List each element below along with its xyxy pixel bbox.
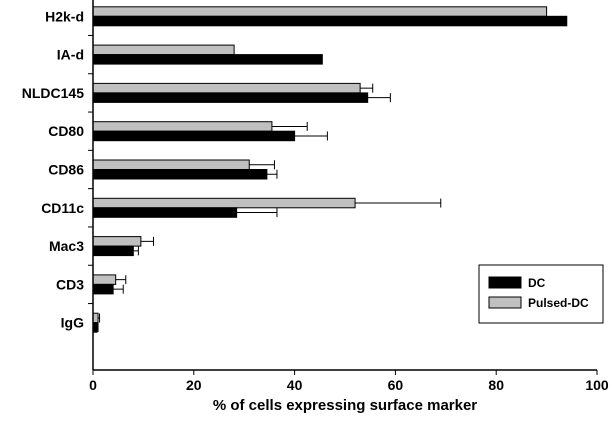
category-label-nldc145: NLDC145 <box>22 85 84 101</box>
bar-pulsed-dc-mac3 <box>92 236 142 247</box>
x-tick-label: 20 <box>186 377 202 393</box>
legend: DC Pulsed-DC <box>478 264 604 324</box>
x-axis-label: % of cells expressing surface marker <box>213 397 477 414</box>
bar-dc-cd3 <box>92 283 114 295</box>
bar-pulsed-dc-ia-d <box>92 44 235 56</box>
category-label-ia-d: IA-d <box>57 47 84 63</box>
x-tick-label: 60 <box>388 377 404 393</box>
bar-dc-mac3 <box>92 245 134 257</box>
bar-dc-cd11c <box>92 207 238 218</box>
legend-label-dc: DC <box>528 276 546 290</box>
legend-label-pulsed-dc: Pulsed-DC <box>528 296 589 310</box>
category-labels: H2k-d IA-d NLDC145 CD80 CD86 CD11c Mac3 CD3 IgG <box>22 8 93 331</box>
bar-pulsed-dc-nldc145 <box>92 82 361 94</box>
bar-dc-h2k-d <box>92 15 568 27</box>
bar-pulsed-dc-igg <box>92 312 99 324</box>
bar-dc-nldc145 <box>92 92 369 103</box>
bars-layer <box>92 6 568 333</box>
legend-box <box>478 264 604 324</box>
bar-pulsed-dc-cd86 <box>92 159 250 170</box>
bar-dc-cd80 <box>92 130 296 142</box>
x-tick-label: 40 <box>287 377 303 393</box>
legend-swatch-pulsed-dc <box>488 296 522 309</box>
bar-dc-cd86 <box>92 169 268 180</box>
legend-swatch-dc <box>488 276 522 289</box>
x-tick-label: 0 <box>89 377 97 393</box>
bar-pulsed-dc-cd11c <box>92 197 356 209</box>
category-label-cd86: CD86 <box>48 162 84 178</box>
category-label-cd11c: CD11c <box>41 200 84 216</box>
category-label-h2k-d: H2k-d <box>45 8 84 24</box>
category-label-mac3: Mac3 <box>49 238 84 254</box>
bar-dc-ia-d <box>92 54 323 65</box>
x-tick-label: 100 <box>585 377 609 393</box>
x-tick-label: 80 <box>488 377 504 393</box>
bar-pulsed-dc-cd3 <box>92 274 117 285</box>
x-axis-ticks: 0 20 40 60 80 100 <box>89 370 609 393</box>
category-label-cd3: CD3 <box>56 276 84 292</box>
category-label-cd80: CD80 <box>48 123 84 139</box>
category-label-igg: IgG <box>61 315 84 331</box>
bar-pulsed-dc-cd80 <box>92 121 273 132</box>
bar-pulsed-dc-h2k-d <box>92 6 548 17</box>
